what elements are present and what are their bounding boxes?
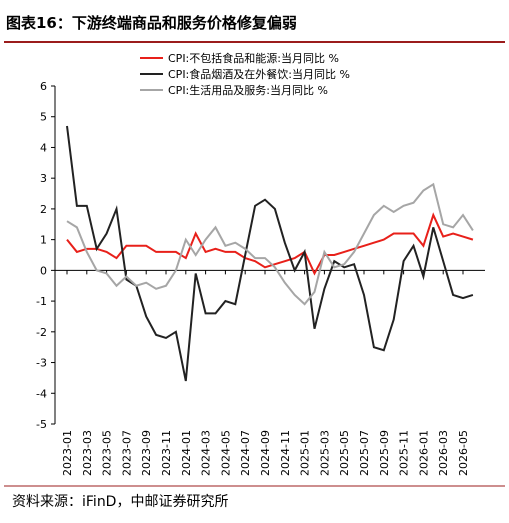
x-tick-label: 2023-01 — [61, 430, 74, 476]
x-tick-label: 2024-09 — [259, 430, 272, 476]
x-tick-label: 2024-07 — [239, 430, 252, 476]
y-tick-label: 4 — [40, 141, 47, 154]
x-tick-label: 2025-09 — [378, 430, 391, 476]
y-tick-label: 0 — [40, 264, 47, 277]
x-tick-label: 2026-01 — [417, 430, 430, 476]
y-tick-label: -1 — [36, 295, 47, 308]
legend-label: CPI:不包括食品和能源:当月同比 % — [168, 51, 339, 65]
x-tick-label: 2024-01 — [180, 430, 193, 476]
x-tick-label: 2025-05 — [338, 430, 351, 476]
y-tick-label: 2 — [40, 203, 47, 216]
y-tick-label: -2 — [36, 326, 47, 339]
x-tick-label: 2025-03 — [318, 430, 331, 476]
chart-title: 图表16：下游终端商品和服务价格修复偏弱 — [6, 14, 297, 32]
x-tick-label: 2025-11 — [398, 430, 411, 476]
x-tick-label: 2023-11 — [160, 430, 173, 476]
x-tick-label: 2026-05 — [457, 430, 470, 476]
series-line — [66, 182, 474, 306]
y-tick-label: -3 — [36, 357, 47, 370]
y-tick-label: -5 — [36, 418, 47, 431]
y-tick-label: 3 — [40, 172, 47, 185]
x-tick-label: 2023-07 — [120, 430, 133, 476]
x-tick-label: 2024-11 — [279, 430, 292, 476]
y-tick-label: -4 — [36, 387, 47, 400]
series-line — [66, 212, 474, 276]
x-tick-label: 2023-09 — [140, 430, 153, 476]
x-tick-label: 2025-07 — [358, 430, 371, 476]
x-tick-label: 2026-03 — [437, 430, 450, 476]
y-tick-label: 1 — [40, 234, 47, 247]
legend-label: CPI:食品烟酒及在外餐饮:当月同比 % — [168, 67, 350, 81]
y-tick-label: 5 — [40, 111, 47, 124]
x-tick-label: 2024-05 — [219, 430, 232, 476]
series-line — [66, 125, 474, 382]
x-tick-label: 2023-05 — [101, 430, 114, 476]
x-tick-label: 2023-03 — [81, 430, 94, 476]
legend-label: CPI:生活用品及服务:当月同比 % — [168, 83, 328, 97]
source: 资料来源：iFinD，中邮证券研究所 — [12, 494, 228, 510]
x-tick-label: 2025-01 — [299, 430, 312, 476]
x-tick-label: 2024-03 — [200, 430, 213, 476]
y-tick-label: 6 — [40, 80, 47, 93]
